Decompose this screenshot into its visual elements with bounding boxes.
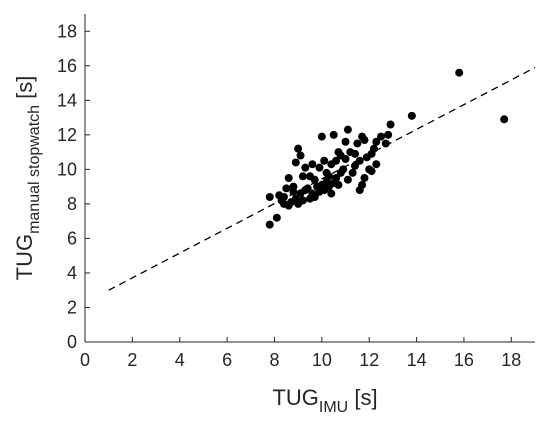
data-point <box>343 125 352 134</box>
y-tick-label: 18 <box>57 21 77 41</box>
x-tick-label: 12 <box>359 350 379 370</box>
data-points <box>265 68 509 229</box>
data-point <box>334 180 343 189</box>
data-point <box>369 144 378 153</box>
data-point <box>377 132 386 141</box>
data-point <box>282 184 291 193</box>
data-point <box>298 196 307 205</box>
x-axis-title-sub: IMU <box>319 399 348 416</box>
data-point <box>291 158 300 167</box>
x-tick-label: 4 <box>175 350 185 370</box>
data-point <box>351 161 359 170</box>
x-tick-label: 2 <box>127 350 137 370</box>
data-point <box>265 192 274 201</box>
data-point <box>386 120 395 129</box>
y-tick-label: 12 <box>57 125 77 145</box>
y-tick-label: 14 <box>57 90 77 110</box>
y-axis-title-suffix: [s] <box>12 76 37 105</box>
data-point <box>294 144 303 153</box>
x-axis-title-suffix: [s] <box>348 385 377 410</box>
data-point <box>341 137 350 146</box>
x-tick-label: 14 <box>407 350 427 370</box>
x-axis-ticks: 0 2 4 6 8 10 12 14 16 18 <box>80 337 521 370</box>
y-axis-title-sub: manual stopwatch <box>26 105 43 234</box>
data-point <box>296 151 305 160</box>
data-point <box>298 172 307 181</box>
data-point <box>332 174 341 182</box>
y-tick-label: 6 <box>67 228 77 248</box>
x-tick-label: 8 <box>269 350 279 370</box>
data-point <box>455 68 464 77</box>
y-axis-title-main: TUG <box>12 234 37 280</box>
x-tick-label: 16 <box>454 350 474 370</box>
data-point <box>341 155 350 164</box>
data-point <box>327 189 336 198</box>
x-axis-title: TUGIMU [s] <box>272 385 377 416</box>
data-point <box>372 137 381 146</box>
x-tick-label: 0 <box>80 350 90 370</box>
data-point <box>351 149 359 158</box>
data-point <box>332 156 341 165</box>
data-point <box>308 160 317 169</box>
y-axis-ticks: 0 2 4 6 8 10 12 14 16 18 <box>57 21 90 352</box>
fit-line <box>108 66 536 291</box>
data-point <box>284 174 293 182</box>
data-point <box>315 163 324 172</box>
x-axis-title-main: TUG <box>272 385 318 410</box>
data-point <box>367 167 376 176</box>
data-point <box>500 115 509 124</box>
x-tick-label: 6 <box>222 350 232 370</box>
y-tick-label: 16 <box>57 56 77 76</box>
data-point <box>265 220 274 229</box>
data-point <box>407 111 416 120</box>
y-tick-label: 10 <box>57 159 77 179</box>
data-point <box>324 172 333 181</box>
x-tick-label: 10 <box>312 350 332 370</box>
data-point <box>329 130 338 139</box>
data-point <box>360 136 369 145</box>
data-point <box>355 156 364 165</box>
data-point <box>317 132 326 141</box>
x-tick-label: 18 <box>501 350 521 370</box>
data-point <box>334 148 343 157</box>
data-point <box>348 168 357 177</box>
data-point <box>343 175 352 184</box>
data-point <box>279 199 288 208</box>
axes <box>84 14 535 343</box>
fit-line-layer <box>108 66 536 291</box>
y-tick-label: 2 <box>67 297 77 317</box>
data-point <box>372 160 381 169</box>
data-point <box>272 213 281 222</box>
data-point <box>339 165 348 174</box>
y-tick-label: 4 <box>67 263 77 283</box>
data-point <box>353 139 362 148</box>
data-point <box>310 175 319 184</box>
data-point <box>303 184 312 193</box>
y-axis-title: TUGmanual stopwatch [s] <box>12 76 43 281</box>
data-point <box>384 130 393 139</box>
data-point <box>360 174 369 182</box>
data-point <box>289 182 298 191</box>
data-point <box>355 186 364 195</box>
data-point <box>320 156 329 165</box>
data-point <box>381 139 390 148</box>
data-point <box>310 192 319 201</box>
y-tick-label: 0 <box>67 332 77 352</box>
y-tick-label: 8 <box>67 194 77 214</box>
data-point <box>301 163 310 172</box>
